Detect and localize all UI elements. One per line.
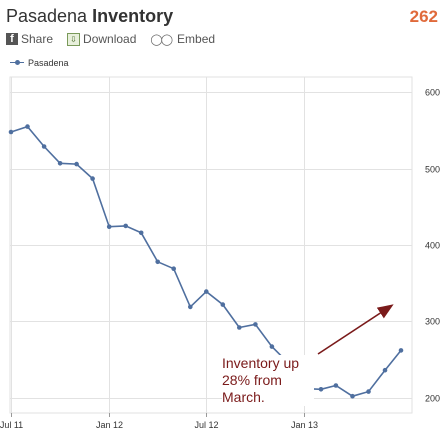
y-tick-label: 300 <box>425 317 440 327</box>
data-point <box>8 129 14 135</box>
embed-icon: ◯◯ <box>150 33 173 46</box>
data-point <box>398 348 404 353</box>
x-tick-label: Jul 12 <box>194 420 218 430</box>
embed-label: Embed <box>177 32 216 46</box>
data-point <box>155 259 160 265</box>
data-point <box>318 387 324 392</box>
data-point <box>74 161 79 167</box>
data-point <box>188 304 193 310</box>
download-button[interactable]: ⇩ Download <box>67 32 136 46</box>
y-tick-label: 500 <box>425 165 440 175</box>
data-point <box>57 161 63 166</box>
data-point <box>333 383 339 388</box>
data-point <box>25 124 30 129</box>
x-tick-label: Jan 13 <box>291 420 318 430</box>
y-tick-label: 600 <box>425 88 440 98</box>
data-point <box>123 223 128 229</box>
data-point <box>237 325 242 330</box>
title-place: Pasadena <box>6 6 88 26</box>
facebook-icon: f <box>6 33 18 45</box>
y-tick-label: 200 <box>425 394 440 404</box>
data-point <box>106 224 112 229</box>
embed-button[interactable]: ◯◯ Embed <box>150 32 215 46</box>
annotation-arrow <box>317 304 394 355</box>
chart-annotation: Inventory up 28% from March. <box>222 355 314 406</box>
data-point <box>90 176 95 181</box>
data-point <box>138 230 144 236</box>
data-point <box>253 322 258 327</box>
share-button[interactable]: f Share <box>6 32 53 46</box>
download-label: Download <box>83 32 137 46</box>
y-tick-label: 400 <box>425 241 440 251</box>
data-point <box>204 289 209 294</box>
share-label: Share <box>21 32 54 46</box>
legend-swatch <box>10 60 24 66</box>
download-icon: ⇩ <box>67 32 81 46</box>
data-point <box>350 393 355 399</box>
chart-legend: Pasadena <box>10 58 69 68</box>
title-word: Inventory <box>92 6 174 26</box>
toolbar: f Share ⇩ Download ◯◯ Embed <box>6 32 215 46</box>
chart-title: Pasadena Inventory <box>6 6 173 27</box>
data-point <box>41 144 47 149</box>
current-value: 262 <box>409 7 438 26</box>
data-point <box>269 344 275 349</box>
data-point <box>171 266 176 272</box>
x-tick-label: Jul 11 <box>0 420 23 430</box>
data-point <box>382 367 388 373</box>
legend-label: Pasadena <box>28 58 69 68</box>
data-point <box>220 302 226 307</box>
x-tick-label: Jan 12 <box>96 420 123 430</box>
data-point <box>366 389 371 394</box>
